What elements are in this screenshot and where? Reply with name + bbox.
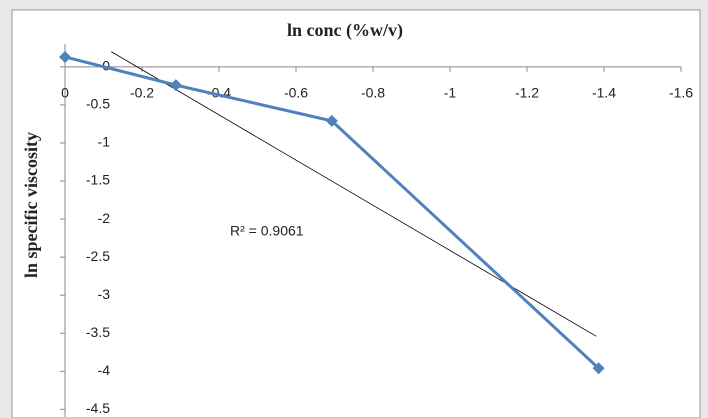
x-tick-label: -0.2 (130, 85, 154, 101)
chart-area (11, 9, 701, 418)
trendline (110, 51, 597, 337)
marker (592, 362, 605, 375)
y-tick-label: -3 (98, 286, 111, 302)
x-tick-label: -1.6 (669, 85, 693, 101)
x-tick-label: -0.8 (361, 85, 385, 101)
marker (59, 50, 71, 63)
x-tick-label: -1.2 (515, 85, 539, 101)
y-tick-label: 0 (102, 58, 110, 74)
y-tick-label: -0.5 (86, 96, 110, 112)
series-line (64, 55, 600, 370)
annotation: R² = 0.9061 (230, 223, 304, 239)
marker (325, 114, 338, 127)
y-tick-label: -1 (98, 134, 111, 150)
y-tick-label: -2 (98, 210, 111, 226)
y-tick-label: -4.5 (86, 400, 110, 416)
y-tick-label: -1.5 (86, 172, 110, 188)
x-tick-label: -1 (444, 85, 457, 101)
x-tick-label: -0.6 (284, 85, 308, 101)
marker (169, 79, 182, 92)
y-axis-title: ln specific viscosity (21, 132, 41, 278)
chart-title: ln conc (%w/v) (287, 20, 403, 41)
x-tick-label: 0 (61, 85, 69, 101)
y-tick-label: -3.5 (86, 324, 110, 340)
y-tick-label: -4 (98, 362, 111, 378)
y-tick-label: -2.5 (86, 248, 110, 264)
x-tick-label: -1.4 (592, 85, 616, 101)
